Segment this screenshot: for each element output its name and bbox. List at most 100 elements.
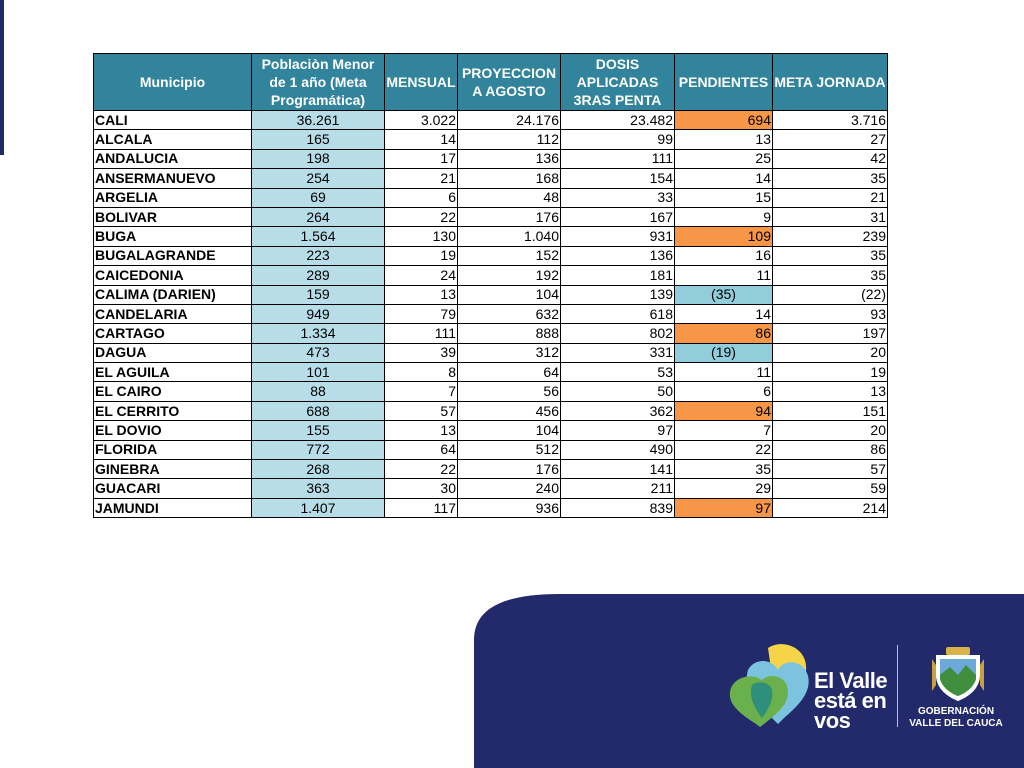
cell-poblacion: 155 <box>251 420 385 441</box>
header-proyeccion: PROYECCION A AGOSTO <box>457 53 561 111</box>
cell-meta: 35 <box>772 168 888 189</box>
cell-proyeccion: 64 <box>457 362 561 383</box>
table-row: BUGA 1.564 130 1.040 931 109 239 <box>93 226 888 247</box>
table-row: CANDELARIA 949 79 632 618 14 93 <box>93 303 888 325</box>
header-mensual: MENSUAL <box>384 53 458 111</box>
cell-pendientes: 25 <box>674 148 773 170</box>
cell-pendientes: (35) <box>674 284 773 305</box>
cell-meta: 31 <box>772 206 888 228</box>
table-row: JAMUNDI 1.407 117 936 839 97 214 <box>93 497 888 519</box>
cell-poblacion: 772 <box>251 439 385 461</box>
cell-pendientes: 694 <box>674 109 773 131</box>
cell-poblacion: 223 <box>251 245 385 267</box>
cell-municipio: BUGA <box>93 226 252 247</box>
cell-dosis: 802 <box>560 323 675 344</box>
logo-line-2: está en <box>814 688 887 713</box>
cell-poblacion: 1.334 <box>251 323 385 344</box>
cell-proyeccion: 104 <box>457 284 561 305</box>
cell-dosis: 839 <box>560 497 675 519</box>
cell-municipio: ANDALUCIA <box>93 148 252 170</box>
cell-mensual: 117 <box>384 497 458 519</box>
table-row: CARTAGO 1.334 111 888 802 86 197 <box>93 323 888 344</box>
logo-line-3: vos <box>814 708 851 733</box>
table-body: CALI 36.261 3.022 24.176 23.482 694 3.716 ALCAL… <box>93 109 888 519</box>
cell-meta: 214 <box>772 497 888 519</box>
cell-meta: 27 <box>772 129 888 150</box>
header-meta: META JORNADA <box>772 53 888 111</box>
header-pendientes: PENDIENTES <box>674 53 773 111</box>
cell-pendientes: 14 <box>674 168 773 189</box>
table-row: EL DOVIO 155 13 104 97 7 20 <box>93 420 888 441</box>
header-municipio: Municipio <box>93 53 252 111</box>
cell-proyeccion: 168 <box>457 168 561 189</box>
cell-municipio: EL CERRITO <box>93 400 252 422</box>
table-row: BOLIVAR 264 22 176 167 9 31 <box>93 206 888 228</box>
cell-municipio: CANDELARIA <box>93 303 252 325</box>
table-row: CALI 36.261 3.022 24.176 23.482 694 3.716 <box>93 109 888 131</box>
header-poblacion: Poblaciòn Menor de 1 año (Meta Programát… <box>251 53 385 111</box>
logo-line-1: El Valle <box>814 668 888 693</box>
cell-poblacion: 69 <box>251 187 385 208</box>
table-row: EL CAIRO 88 7 56 50 6 13 <box>93 381 888 402</box>
cell-proyeccion: 1.040 <box>457 226 561 247</box>
cell-municipio: ANSERMANUEVO <box>93 168 252 189</box>
cell-dosis: 99 <box>560 129 675 150</box>
cell-dosis: 211 <box>560 478 675 499</box>
cell-poblacion: 254 <box>251 168 385 189</box>
cell-pendientes: 15 <box>674 187 773 208</box>
cell-municipio: EL AGUILA <box>93 362 252 383</box>
cell-proyeccion: 112 <box>457 129 561 150</box>
table-row: BUGALAGRANDE 223 19 152 136 16 35 <box>93 245 888 267</box>
table-row: DAGUA 473 39 312 331 (19) 20 <box>93 342 888 364</box>
cell-poblacion: 165 <box>251 129 385 150</box>
cell-municipio: JAMUNDI <box>93 497 252 519</box>
cell-poblacion: 1.564 <box>251 226 385 247</box>
gov-line-2: VALLE DEL CAUCA <box>909 718 1003 729</box>
cell-pendientes: 13 <box>674 129 773 150</box>
cell-poblacion: 363 <box>251 478 385 499</box>
table-row: EL CERRITO 688 57 456 362 94 151 <box>93 400 888 422</box>
cell-dosis: 141 <box>560 459 675 480</box>
coat-of-arms-icon <box>932 647 984 701</box>
table-row: ANDALUCIA 198 17 136 111 25 42 <box>93 148 888 170</box>
cell-dosis: 167 <box>560 206 675 228</box>
cell-poblacion: 36.261 <box>251 109 385 131</box>
cell-dosis: 111 <box>560 148 675 170</box>
cell-poblacion: 949 <box>251 303 385 325</box>
cell-dosis: 33 <box>560 187 675 208</box>
table-row: GINEBRA 268 22 176 141 35 57 <box>93 459 888 480</box>
cell-municipio: CALI <box>93 109 252 131</box>
cell-poblacion: 159 <box>251 284 385 305</box>
table-row: EL AGUILA 101 8 64 53 11 19 <box>93 362 888 383</box>
cell-poblacion: 101 <box>251 362 385 383</box>
gobernacion-label: GOBERNACIÓN VALLE DEL CAUCA <box>908 706 1004 730</box>
cell-poblacion: 1.407 <box>251 497 385 519</box>
cell-municipio: ALCALA <box>93 129 252 150</box>
cell-proyeccion: 512 <box>457 439 561 461</box>
table-row: FLORIDA 772 64 512 490 22 86 <box>93 439 888 461</box>
left-accent-bar <box>0 0 4 155</box>
header-dosis: DOSIS APLICADAS 3RAS PENTA <box>560 53 675 111</box>
cell-meta: 3.716 <box>772 109 888 131</box>
table-row: CALIMA (DARIEN) 159 13 104 139 (35) (22) <box>93 284 888 305</box>
table-row: ALCALA 165 14 112 99 13 27 <box>93 129 888 150</box>
cell-proyeccion: 936 <box>457 497 561 519</box>
table-row: ANSERMANUEVO 254 21 168 154 14 35 <box>93 168 888 189</box>
table-row: ARGELIA 69 6 48 33 15 21 <box>93 187 888 208</box>
cell-proyeccion: 48 <box>457 187 561 208</box>
cell-meta: 21 <box>772 187 888 208</box>
cell-pendientes: 97 <box>674 497 773 519</box>
gov-line-1: GOBERNACIÓN <box>917 706 995 717</box>
cell-proyeccion: 24.176 <box>457 109 561 131</box>
cell-dosis: 23.482 <box>560 109 675 131</box>
cell-poblacion: 88 <box>251 381 385 402</box>
cell-proyeccion: 888 <box>457 323 561 344</box>
cell-meta: 19 <box>772 362 888 383</box>
cell-proyeccion: 56 <box>457 381 561 402</box>
cell-dosis: 931 <box>560 226 675 247</box>
table-row: CAICEDONIA 289 24 192 181 11 35 <box>93 265 888 286</box>
cell-poblacion: 264 <box>251 206 385 228</box>
vaccination-table: Municipio Poblaciòn Menor de 1 año (Meta… <box>93 53 888 519</box>
logo-slogan: El Valle está en vos <box>814 668 888 733</box>
